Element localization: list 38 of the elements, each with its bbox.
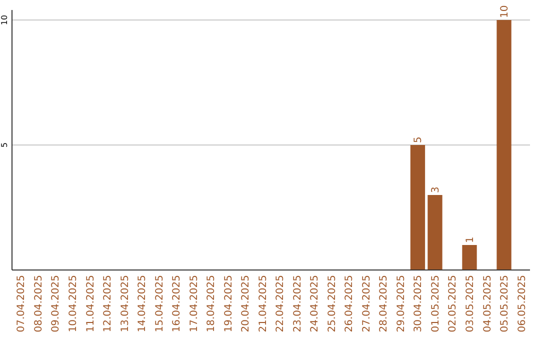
x-tick-label: 10.04.2025 [68, 275, 79, 332]
x-tick-label: 29.04.2025 [396, 275, 407, 332]
x-tick-label: 21.04.2025 [258, 275, 269, 332]
x-tick-label: 28.04.2025 [378, 275, 390, 332]
x-tick-label: 07.04.2025 [16, 275, 28, 332]
x-tick-label: 12.04.2025 [102, 275, 114, 332]
bar [462, 245, 477, 270]
x-tick-label: 19.04.2025 [223, 275, 234, 332]
x-tick-label: 20.04.2025 [240, 275, 252, 332]
x-tick-label: 05.05.2025 [500, 275, 511, 332]
x-tick-label: 04.05.2025 [482, 275, 494, 332]
x-tick-label: 15.04.2025 [154, 275, 166, 332]
x-tick-label: 02.05.2025 [448, 275, 459, 332]
x-tick-label: 11.04.2025 [85, 275, 96, 332]
bar [410, 145, 426, 270]
x-tick-label: 14.04.2025 [137, 275, 148, 332]
x-tick-label: 08.04.2025 [33, 275, 44, 332]
data-label: 1 [465, 236, 476, 243]
bar [496, 20, 512, 270]
x-tick-label: 30.04.2025 [413, 275, 424, 332]
data-label: 5 [413, 136, 424, 143]
x-tick-label: 13.04.2025 [120, 275, 131, 332]
x-tick-label: 24.04.2025 [310, 275, 321, 332]
x-tick-label: 03.05.2025 [465, 275, 476, 332]
x-tick-label: 27.04.2025 [361, 275, 372, 332]
data-label: 3 [430, 186, 442, 193]
x-tick-label: 22.04.2025 [275, 275, 286, 332]
data-label: 10 [500, 5, 511, 18]
x-tick-label: 25.04.2025 [326, 275, 338, 332]
x-tick-label: 17.04.2025 [188, 275, 200, 332]
x-tick-label: 06.05.2025 [516, 275, 528, 332]
bar [428, 195, 442, 270]
x-tick-label: 18.04.2025 [206, 275, 218, 332]
x-tick-label: 09.04.2025 [50, 275, 62, 332]
x-tick-label: 01.05.2025 [430, 275, 442, 332]
x-tick-label: 26.04.2025 [344, 275, 356, 332]
x-tick-label: 16.04.2025 [172, 275, 183, 332]
x-tick-label: 23.04.2025 [292, 275, 304, 332]
